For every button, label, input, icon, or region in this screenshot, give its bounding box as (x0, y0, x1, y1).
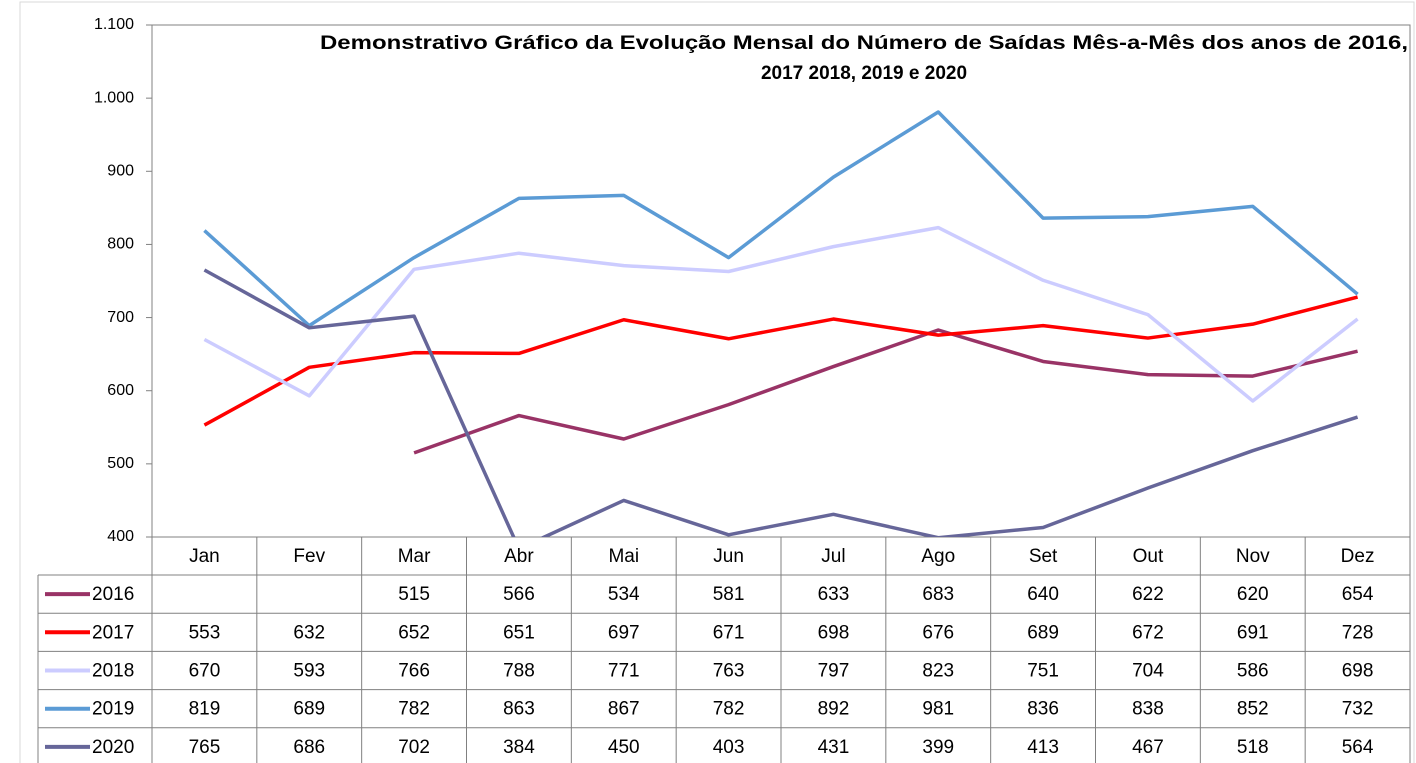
table-cell: 782 (713, 699, 745, 720)
table-cell: 788 (503, 661, 535, 682)
table-cell: 654 (1342, 584, 1374, 605)
y-tick-label: 400 (107, 528, 134, 545)
y-tick-label: 1.000 (94, 89, 134, 106)
series-line (203, 268, 1359, 537)
table-cell: 413 (1027, 737, 1059, 758)
table-cell: 867 (608, 699, 640, 720)
table-cell: 403 (713, 737, 745, 758)
table-cell: 766 (398, 661, 430, 682)
table-cell: 384 (503, 737, 535, 758)
y-tick-label: 1.100 (94, 16, 134, 33)
table-cell: 686 (293, 737, 325, 758)
y-tick-label: 800 (107, 236, 134, 253)
table-cell: 672 (1132, 622, 1164, 643)
table-cell: 836 (1027, 699, 1059, 720)
table-cell: 763 (713, 661, 745, 682)
table-cell: 704 (1132, 661, 1164, 682)
legend-label: 2016 (92, 584, 134, 605)
x-tick-label: Jul (821, 546, 845, 567)
chart-border (19, 1, 1415, 763)
table-cell: 431 (818, 737, 850, 758)
x-tick-label: Mai (608, 546, 639, 567)
x-tick-label: Jan (189, 546, 220, 567)
table-cell: 670 (189, 661, 221, 682)
table-cell: 581 (713, 584, 745, 605)
table-cell: 518 (1237, 737, 1269, 758)
table-cell: 702 (398, 737, 430, 758)
table-cell: 892 (818, 699, 850, 720)
table-cell: 515 (398, 584, 430, 605)
table-cell: 823 (922, 661, 954, 682)
legend-label: 2019 (92, 699, 134, 720)
table-cell: 651 (503, 622, 535, 643)
table-cell: 399 (922, 737, 954, 758)
y-tick-label: 700 (107, 309, 134, 326)
table-cell: 652 (398, 622, 430, 643)
legend-label: 2017 (92, 622, 134, 643)
table-cell: 819 (189, 699, 221, 720)
x-tick-label: Nov (1236, 546, 1270, 567)
table-cell: 838 (1132, 699, 1164, 720)
chart-title: 2017 2018, 2019 e 2020 (761, 63, 967, 84)
series-line (203, 225, 1359, 403)
x-tick-label: Jun (713, 546, 744, 567)
table-cell: 981 (922, 699, 954, 720)
table-cell: 728 (1342, 622, 1374, 643)
legend-label: 2020 (92, 737, 134, 758)
table-cell: 564 (1342, 737, 1374, 758)
series-line (413, 328, 1358, 455)
table-cell: 467 (1132, 737, 1164, 758)
table-cell: 593 (293, 661, 325, 682)
table-cell: 620 (1237, 584, 1269, 605)
y-tick-label: 900 (107, 163, 134, 180)
table-cell: 852 (1237, 699, 1269, 720)
table-cell: 534 (608, 584, 640, 605)
table-cell: 586 (1237, 661, 1269, 682)
table-cell: 797 (818, 661, 850, 682)
chart-title: Demonstrativo Gráfico da Evolução Mensal… (320, 33, 1408, 54)
y-tick-label: 600 (107, 382, 134, 399)
x-tick-label: Ago (921, 546, 955, 567)
x-tick-label: Out (1133, 546, 1164, 567)
x-tick-label: Dez (1341, 546, 1375, 567)
series-line (203, 295, 1359, 427)
plot-lines (203, 110, 1359, 537)
series-line (203, 110, 1359, 328)
y-tick-label: 500 (107, 455, 134, 472)
table-cell: 632 (293, 622, 325, 643)
table-cell: 698 (1342, 661, 1374, 682)
table-cell: 765 (189, 737, 221, 758)
x-tick-label: Fev (293, 546, 325, 567)
table-cell: 771 (608, 661, 640, 682)
table-cell: 697 (608, 622, 640, 643)
x-tick-label: Set (1029, 546, 1058, 567)
table-cell: 676 (922, 622, 954, 643)
table-cell: 683 (922, 584, 954, 605)
table-cell: 633 (818, 584, 850, 605)
table-cell: 450 (608, 737, 640, 758)
table-cell: 863 (503, 699, 535, 720)
x-tick-label: Abr (504, 546, 534, 567)
x-tick-label: Mar (398, 546, 431, 567)
table-cell: 689 (293, 699, 325, 720)
table-cell: 782 (398, 699, 430, 720)
table-cell: 553 (189, 622, 221, 643)
table-cell: 689 (1027, 622, 1059, 643)
legend-label: 2018 (92, 661, 134, 682)
table-cell: 566 (503, 584, 535, 605)
table-cell: 732 (1342, 699, 1374, 720)
table-cell: 622 (1132, 584, 1164, 605)
table-cell: 640 (1027, 584, 1059, 605)
table-cell: 698 (818, 622, 850, 643)
table-cell: 751 (1027, 661, 1059, 682)
table-cell: 671 (713, 622, 745, 643)
table-cell: 691 (1237, 622, 1269, 643)
